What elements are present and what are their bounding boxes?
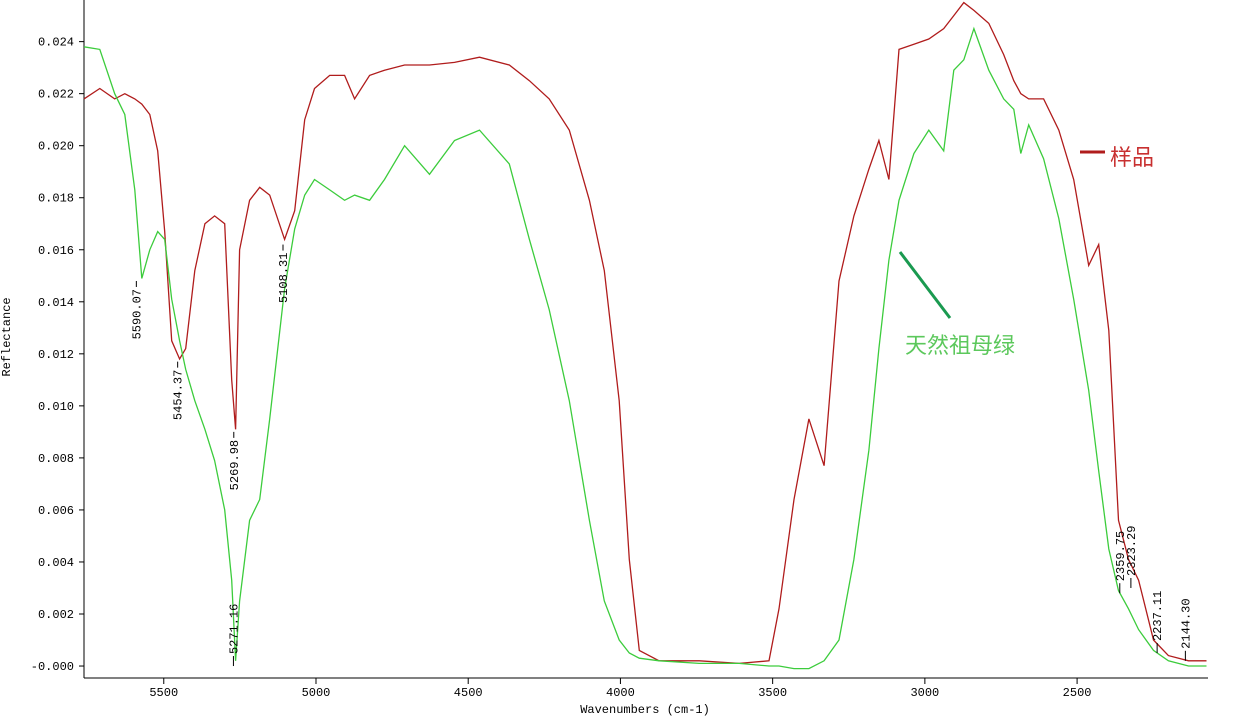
y-tick-label: 0.024	[38, 36, 74, 50]
peak-label: 2144.30	[1179, 598, 1193, 648]
y-tick-label: 0.018	[38, 192, 74, 206]
peak-label: 5590.07	[130, 289, 144, 339]
peak-label: 2237.11	[1151, 591, 1165, 641]
y-tick-label: 0.016	[38, 244, 74, 258]
y-tick-label: 0.006	[38, 504, 74, 518]
spectrum-line	[83, 1, 1207, 665]
y-tick-label: 0.020	[38, 140, 74, 154]
y-tick-label: 0.014	[38, 296, 74, 310]
y-tick-label: 0.010	[38, 400, 74, 414]
y-tick-label: 0.004	[38, 556, 74, 570]
legend-pointer	[898, 251, 952, 319]
y-axis-title: Reflectance	[0, 297, 14, 376]
peak-label: 2323.29	[1125, 526, 1139, 576]
y-tick-label: 0.012	[38, 348, 74, 362]
legend-label: 样品	[1110, 146, 1154, 171]
x-tick-label: 4000	[606, 686, 635, 700]
peak-label: 5269.98	[228, 440, 242, 490]
x-tick-label: 2500	[1063, 686, 1092, 700]
legend-label: 天然祖母绿	[905, 334, 1015, 359]
y-tick-label: 0.008	[38, 452, 74, 466]
x-tick-label: 3000	[910, 686, 939, 700]
y-tick-label: 0.022	[38, 88, 74, 102]
peak-label: 5454.37	[172, 370, 186, 420]
x-axis-title: Wavenumbers (cm-1)	[580, 703, 710, 717]
peak-label: 2359.75	[1114, 531, 1128, 581]
y-tick-label: 0.002	[38, 608, 74, 622]
y-tick-label: -0.000	[31, 660, 74, 674]
x-tick-label: 5500	[149, 686, 178, 700]
peak-label: 5271.16	[227, 604, 241, 654]
peak-label: 5108.31	[277, 253, 291, 303]
x-tick-label: 3500	[758, 686, 787, 700]
x-tick-label: 4500	[454, 686, 483, 700]
spectrum-line	[83, 26, 1207, 670]
x-tick-label: 5000	[302, 686, 331, 700]
